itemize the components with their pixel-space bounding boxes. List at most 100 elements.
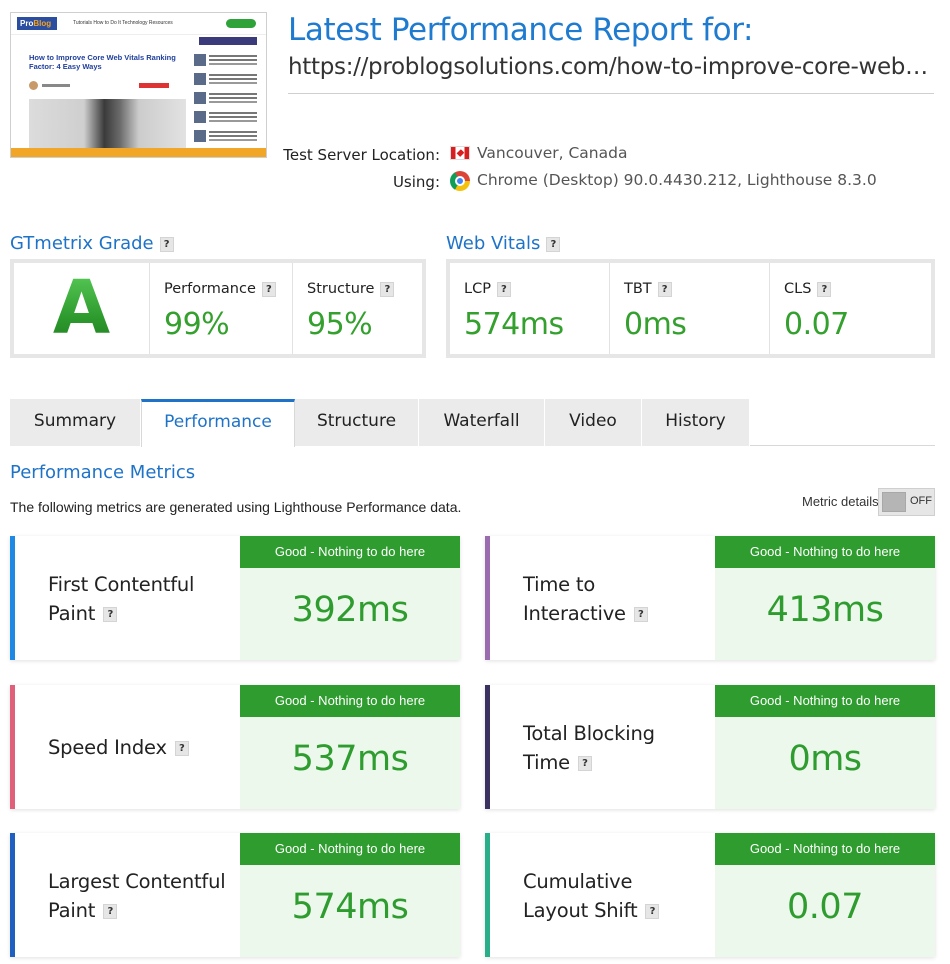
performance-metrics-heading: Performance Metrics bbox=[10, 462, 196, 483]
web-vitals-panel: LCP? 574ms TBT? 0ms CLS? 0.07 bbox=[446, 259, 935, 358]
tbt-cell: TBT? 0ms bbox=[610, 263, 770, 354]
metric-card-first-contentful-paint: First Contentful Paint? Good - Nothing t… bbox=[10, 536, 460, 660]
metric-card-cumulative-layout-shift: Cumulative Layout Shift? Good - Nothing … bbox=[485, 833, 935, 957]
report-url[interactable]: https://problogsolutions.com/how-to-impr… bbox=[288, 54, 933, 80]
cls-value: 0.07 bbox=[784, 307, 849, 342]
metric-value-box: Good - Nothing to do here 413ms bbox=[715, 536, 935, 660]
metric-card-time-to-interactive: Time to Interactive? Good - Nothing to d… bbox=[485, 536, 935, 660]
help-icon[interactable]: ? bbox=[645, 904, 660, 919]
metric-card-speed-index: Speed Index? Good - Nothing to do here 5… bbox=[10, 685, 460, 809]
metric-card-total-blocking-time: Total Blocking Time? Good - Nothing to d… bbox=[485, 685, 935, 809]
thumbnail-subscribe-button bbox=[226, 19, 256, 28]
status-badge: Good - Nothing to do here bbox=[240, 685, 460, 717]
structure-value: 95% bbox=[307, 307, 373, 342]
metric-color-stripe bbox=[10, 685, 15, 809]
metric-value: 574ms bbox=[291, 887, 409, 927]
help-icon[interactable]: ? bbox=[174, 741, 189, 756]
tab-performance[interactable]: Performance bbox=[141, 399, 295, 447]
web-vitals-heading: Web Vitals? bbox=[446, 233, 561, 254]
metric-value-box: Good - Nothing to do here 537ms bbox=[240, 685, 460, 809]
thumbnail-sidebar-header bbox=[199, 37, 257, 45]
lcp-label: LCP bbox=[464, 281, 491, 297]
metric-color-stripe bbox=[10, 833, 15, 957]
page-screenshot-thumbnail: ProBlog Tutorials How to Do It Technolog… bbox=[10, 12, 267, 158]
metric-name: Cumulative Layout Shift? bbox=[523, 867, 660, 925]
tab-structure[interactable]: Structure bbox=[295, 399, 419, 446]
help-icon[interactable]: ? bbox=[103, 904, 118, 919]
structure-score-cell: Structure? 95% bbox=[293, 263, 422, 354]
grade-letter-cell: A bbox=[14, 263, 150, 354]
tab-waterfall[interactable]: Waterfall bbox=[419, 399, 545, 446]
metric-value: 537ms bbox=[291, 739, 409, 779]
status-badge: Good - Nothing to do here bbox=[715, 536, 935, 568]
metric-value-box: Good - Nothing to do here 0ms bbox=[715, 685, 935, 809]
thumbnail-logo: ProBlog bbox=[17, 17, 57, 30]
metric-value: 0ms bbox=[788, 739, 862, 779]
thumbnail-navbar: ProBlog Tutorials How to Do It Technolog… bbox=[11, 13, 266, 35]
metric-card-largest-contentful-paint: Largest Contentful Paint? Good - Nothing… bbox=[10, 833, 460, 957]
cls-label: CLS bbox=[784, 281, 812, 297]
metric-details-toggle[interactable]: OFF bbox=[878, 488, 935, 516]
tab-history[interactable]: History bbox=[642, 399, 750, 446]
metric-color-stripe bbox=[485, 536, 490, 660]
metric-value-box: Good - Nothing to do here 0.07 bbox=[715, 833, 935, 957]
grade-letter: A bbox=[14, 263, 149, 354]
status-badge: Good - Nothing to do here bbox=[715, 685, 935, 717]
performance-metrics-description: The following metrics are generated usin… bbox=[10, 499, 462, 515]
performance-score-cell: Performance? 99% bbox=[150, 263, 293, 354]
help-icon[interactable]: ? bbox=[546, 236, 561, 252]
thumbnail-author-row bbox=[29, 77, 179, 97]
server-location-label: Test Server Location: bbox=[283, 146, 440, 164]
using-label: Using: bbox=[392, 173, 440, 191]
chrome-icon bbox=[450, 171, 470, 191]
thumbnail-hero-image bbox=[29, 99, 186, 153]
metric-value: 413ms bbox=[766, 590, 884, 630]
divider bbox=[288, 93, 934, 94]
help-icon[interactable]: ? bbox=[159, 236, 174, 252]
help-icon[interactable]: ? bbox=[261, 281, 276, 297]
metric-name: Largest Contentful Paint? bbox=[48, 870, 226, 922]
gtmetrix-grade-heading: GTmetrix Grade? bbox=[10, 233, 174, 254]
metric-color-stripe bbox=[10, 536, 15, 660]
help-icon[interactable]: ? bbox=[380, 281, 395, 297]
metric-name: Total Blocking Time? bbox=[523, 722, 655, 774]
server-location-value: Vancouver, Canada bbox=[477, 144, 628, 162]
metric-value-box: Good - Nothing to do here 574ms bbox=[240, 833, 460, 957]
grade-panel: A Performance? 99% Structure? 95% bbox=[10, 259, 426, 358]
structure-label: Structure bbox=[307, 281, 375, 297]
metric-value: 392ms bbox=[291, 590, 409, 630]
thumbnail-sidebar-list bbox=[194, 53, 260, 148]
thumbnail-nav-links: Tutorials How to Do It Technology Resour… bbox=[73, 20, 173, 26]
metric-name: Speed Index? bbox=[48, 733, 189, 762]
help-icon[interactable]: ? bbox=[103, 607, 118, 622]
lcp-cell: LCP? 574ms bbox=[450, 263, 610, 354]
metric-value: 0.07 bbox=[787, 887, 863, 927]
thumbnail-article-title: How to Improve Core Web Vitals Ranking F… bbox=[29, 53, 176, 71]
help-icon[interactable]: ? bbox=[577, 756, 592, 771]
performance-value: 99% bbox=[164, 307, 230, 342]
report-tabs: Summary Performance Structure Waterfall … bbox=[10, 399, 935, 447]
help-icon[interactable]: ? bbox=[496, 281, 511, 297]
toggle-knob bbox=[882, 492, 906, 512]
report-title: Latest Performance Report for: bbox=[288, 12, 754, 48]
cls-cell: CLS? 0.07 bbox=[770, 263, 931, 354]
tbt-label: TBT bbox=[624, 281, 652, 297]
tab-video[interactable]: Video bbox=[545, 399, 642, 446]
canada-flag-icon bbox=[450, 146, 470, 160]
metric-value-box: Good - Nothing to do here 392ms bbox=[240, 536, 460, 660]
metric-color-stripe bbox=[485, 685, 490, 809]
tbt-value: 0ms bbox=[624, 307, 687, 342]
metric-name: First Contentful Paint? bbox=[48, 573, 195, 625]
toggle-state-label: OFF bbox=[910, 495, 932, 507]
metric-details-label: Metric details bbox=[802, 494, 879, 509]
browser-value: Chrome (Desktop) 90.0.4430.212, Lighthou… bbox=[477, 171, 877, 189]
status-badge: Good - Nothing to do here bbox=[240, 536, 460, 568]
help-icon[interactable]: ? bbox=[633, 607, 648, 622]
status-badge: Good - Nothing to do here bbox=[715, 833, 935, 865]
lcp-value: 574ms bbox=[464, 307, 564, 342]
tab-summary[interactable]: Summary bbox=[10, 399, 141, 446]
metric-name: Time to Interactive? bbox=[523, 570, 648, 628]
help-icon[interactable]: ? bbox=[657, 281, 672, 297]
help-icon[interactable]: ? bbox=[817, 281, 832, 297]
thumbnail-footer-bar bbox=[11, 148, 266, 157]
